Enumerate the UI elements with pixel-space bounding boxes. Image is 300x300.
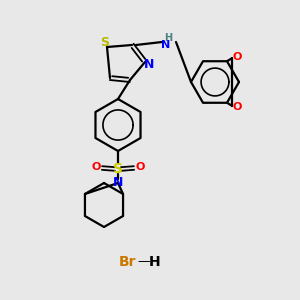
Text: O: O	[232, 102, 242, 112]
Text: O: O	[135, 162, 145, 172]
Text: O: O	[232, 52, 242, 62]
Text: H: H	[149, 255, 161, 269]
Text: S: S	[113, 162, 123, 176]
Text: S: S	[100, 35, 109, 49]
Text: N: N	[161, 40, 171, 50]
Text: N: N	[144, 58, 154, 71]
Text: —: —	[138, 256, 150, 268]
Text: H: H	[164, 33, 172, 43]
Text: N: N	[113, 176, 123, 190]
Text: O: O	[91, 162, 101, 172]
Text: Br: Br	[119, 255, 137, 269]
